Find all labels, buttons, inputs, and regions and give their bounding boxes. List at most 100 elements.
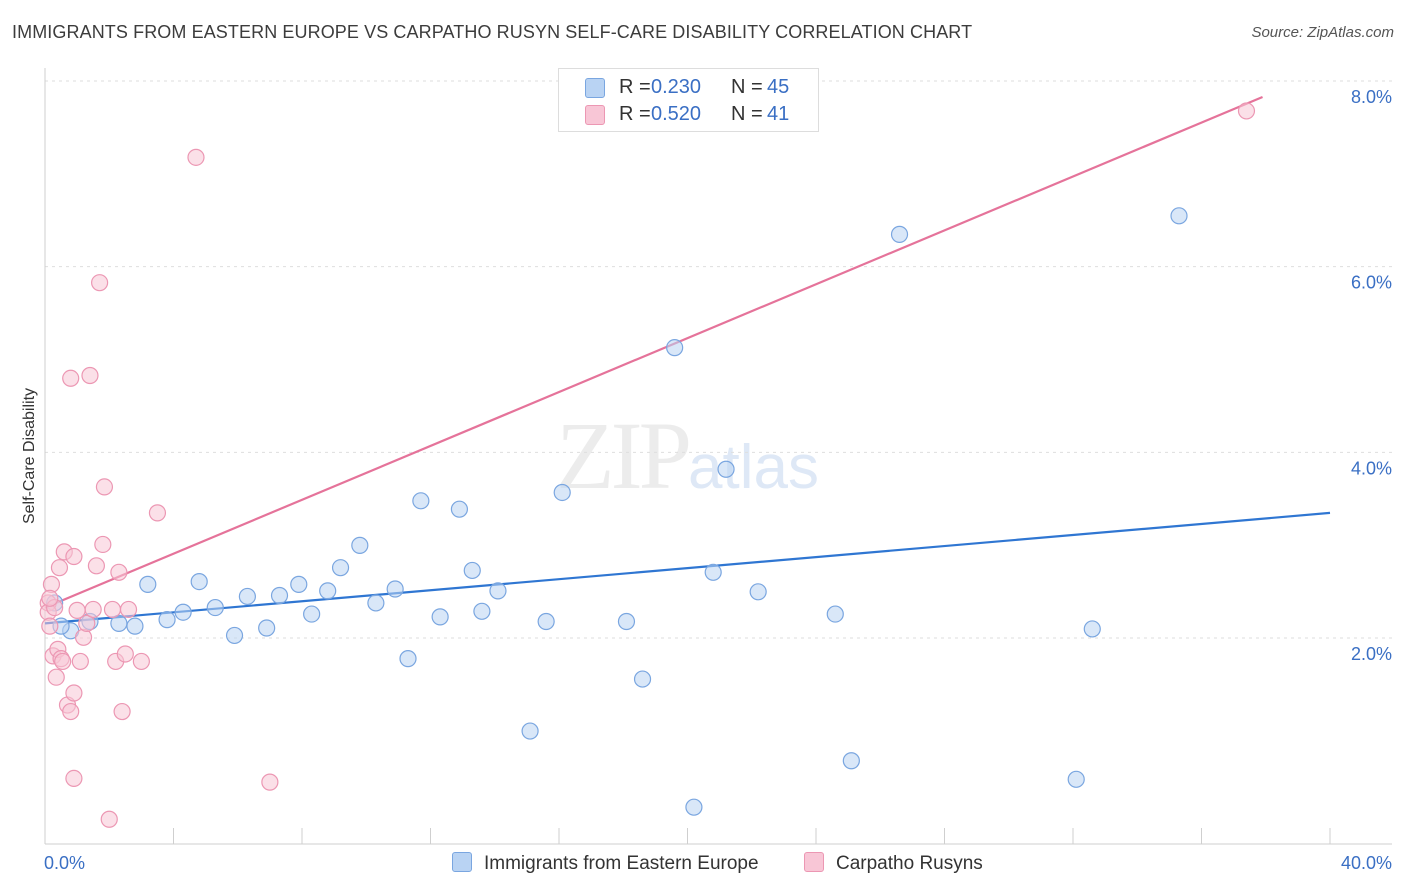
point-carpatho-rusyn: [62, 702, 80, 721]
point-eastern-europe: [258, 619, 276, 637]
legend-r-value: 0.520: [651, 103, 702, 125]
legend-swatch-blue: [585, 78, 605, 98]
point-carpatho-rusyn: [261, 773, 279, 791]
point-eastern-europe: [685, 798, 703, 816]
bottom-legend-swatch-blue: [452, 852, 472, 872]
chart-title: IMMIGRANTS FROM EASTERN EUROPE VS CARPAT…: [12, 22, 973, 42]
data-points: [39, 102, 1256, 828]
bottom-legend-item-blue[interactable]: Immigrants from Eastern Europe: [452, 852, 759, 878]
point-eastern-europe: [1083, 620, 1101, 638]
bottom-legend-label-blue: Immigrants from Eastern Europe: [484, 853, 759, 874]
point-carpatho-rusyn: [71, 652, 89, 671]
source-credit: Source: ZipAtlas.com: [1251, 24, 1394, 41]
point-carpatho-rusyn: [81, 366, 99, 385]
point-eastern-europe: [450, 500, 469, 518]
legend-n-value: 45: [767, 76, 790, 98]
legend-r-label: R =: [619, 76, 651, 98]
point-eastern-europe: [521, 722, 539, 740]
point-eastern-europe: [303, 605, 321, 623]
watermark: ZIPatlas: [556, 400, 819, 511]
gridlines: [45, 80, 1392, 639]
point-carpatho-rusyn: [54, 652, 72, 671]
point-carpatho-rusyn: [110, 563, 128, 581]
y-axis-title: Self-Care Disability: [21, 388, 38, 524]
legend-r-value: 0.230: [651, 76, 702, 98]
point-eastern-europe: [431, 608, 449, 626]
point-eastern-europe: [463, 561, 481, 580]
stats-legend: R = 0.230 N = 45 R = 0.520 N = 41: [558, 68, 819, 132]
point-eastern-europe: [717, 460, 735, 478]
point-carpatho-rusyn: [84, 600, 102, 619]
point-carpatho-rusyn: [41, 617, 59, 635]
point-carpatho-rusyn: [95, 478, 114, 496]
point-eastern-europe: [319, 582, 337, 600]
y-tick-label: 8.0%: [1351, 87, 1392, 107]
trend-line-eastern-europe: [44, 511, 1331, 625]
point-eastern-europe: [553, 483, 571, 502]
point-carpatho-rusyn: [132, 652, 150, 671]
x-tick-label: 40.0%: [1341, 853, 1392, 873]
point-eastern-europe: [1170, 207, 1188, 225]
point-eastern-europe: [1067, 770, 1085, 788]
point-carpatho-rusyn: [119, 600, 138, 619]
legend-n-label: N =: [731, 103, 763, 125]
point-eastern-europe: [666, 339, 684, 357]
point-eastern-europe: [617, 612, 636, 631]
point-eastern-europe: [351, 536, 369, 554]
y-tick-label: 6.0%: [1351, 273, 1392, 293]
point-carpatho-rusyn: [113, 702, 131, 721]
point-carpatho-rusyn: [91, 274, 109, 292]
point-carpatho-rusyn: [78, 614, 96, 632]
point-eastern-europe: [399, 650, 417, 668]
point-carpatho-rusyn: [65, 547, 83, 566]
point-eastern-europe: [704, 563, 722, 581]
point-carpatho-rusyn: [100, 810, 118, 828]
point-carpatho-rusyn: [1237, 102, 1256, 120]
point-carpatho-rusyn: [65, 684, 83, 702]
point-carpatho-rusyn: [103, 600, 122, 619]
point-eastern-europe: [190, 572, 208, 591]
point-carpatho-rusyn: [65, 769, 83, 787]
legend-swatch-pink: [585, 105, 605, 125]
point-carpatho-rusyn: [50, 559, 69, 577]
trend-line-carpatho-rusyn: [44, 95, 1263, 609]
point-carpatho-rusyn: [116, 645, 134, 663]
axes: [44, 68, 1392, 845]
point-eastern-europe: [225, 626, 244, 645]
point-eastern-europe: [386, 580, 404, 598]
bottom-legend-swatch-pink: [804, 852, 824, 872]
point-carpatho-rusyn: [47, 668, 65, 686]
point-eastern-europe: [489, 582, 507, 600]
bottom-legend-item-pink[interactable]: Carpatho Rusyns: [804, 852, 983, 878]
point-eastern-europe: [412, 492, 430, 510]
watermark-zip: ZIP: [556, 402, 692, 509]
legend-n-value: 41: [767, 103, 790, 125]
point-eastern-europe: [206, 598, 224, 617]
point-eastern-europe: [633, 670, 652, 688]
point-eastern-europe: [270, 586, 289, 605]
point-eastern-europe: [126, 617, 144, 635]
trend-lines: [44, 95, 1331, 625]
point-eastern-europe: [842, 752, 860, 770]
point-eastern-europe: [473, 602, 491, 620]
bottom-legend-label-pink: Carpatho Rusyns: [836, 853, 983, 874]
x-tick-label: 0.0%: [44, 853, 85, 873]
point-eastern-europe: [290, 575, 308, 593]
point-eastern-europe: [174, 603, 192, 621]
point-eastern-europe: [749, 583, 767, 601]
point-eastern-europe: [890, 225, 909, 243]
point-eastern-europe: [331, 559, 350, 577]
point-carpatho-rusyn: [94, 535, 112, 554]
watermark-atlas: atlas: [688, 433, 819, 502]
point-eastern-europe: [367, 594, 385, 612]
point-carpatho-rusyn: [87, 557, 106, 575]
legend-n-label: N =: [731, 76, 763, 98]
point-carpatho-rusyn: [41, 589, 59, 607]
point-eastern-europe: [537, 612, 555, 631]
y-tick-label: 2.0%: [1351, 644, 1392, 664]
point-eastern-europe: [158, 611, 176, 629]
point-carpatho-rusyn: [74, 628, 93, 646]
point-eastern-europe: [826, 605, 844, 623]
y-tick-label: 4.0%: [1351, 458, 1392, 478]
